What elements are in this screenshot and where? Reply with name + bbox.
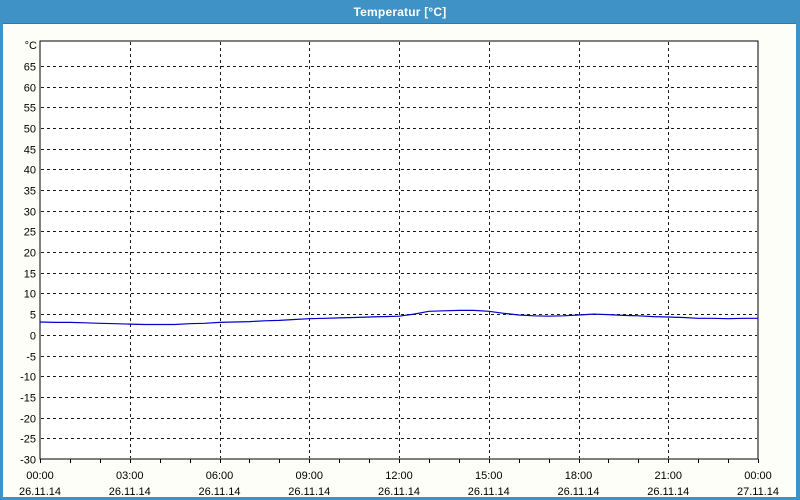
chart-panel: 65 60 55 50 45 40 35 30 25 20 15 10 5 0 -5 -10 -15 -20 -25… (3, 24, 796, 497)
x-axis-date-label: 26.11.14 (468, 486, 510, 497)
x-axis-date-label: 26.11.14 (557, 486, 599, 497)
temperature-chart: 65605550454035302520151050-5-10-15-20-25… (19, 40, 779, 497)
x-axis-time-label: 00:00 (26, 470, 54, 482)
x-axis-time-label: 00:00 (744, 470, 772, 482)
x-axis-time-label: 15:00 (475, 470, 503, 482)
y-axis-tick-label: -5 (26, 352, 36, 364)
y-axis-tick-label: -10 (20, 372, 36, 384)
x-axis-date-label: 26.11.14 (109, 486, 151, 497)
y-axis-unit-label: °C (25, 40, 37, 52)
x-axis-time-label: 06:00 (206, 470, 234, 482)
y-axis-tick-label: 0 (30, 331, 36, 343)
y-axis-tick-label: 40 (24, 165, 36, 177)
x-minor-ticks (40, 459, 759, 463)
x-axis-date-label: 26.11.14 (288, 486, 330, 497)
y-axis-tick-label: 10 (24, 289, 36, 301)
x-axis-date-label: 27.11.14 (737, 486, 779, 497)
y-axis-tick-label: 65 (24, 62, 36, 74)
y-axis-tick-label: 5 (30, 310, 36, 322)
y-axis-tick-label: 15 (24, 269, 36, 281)
x-axis-time-label: 09:00 (295, 470, 323, 482)
y-axis-tick-label: -15 (20, 393, 36, 405)
x-axis-date-label: 26.11.14 (19, 486, 61, 497)
axis-labels: 65605550454035302520151050-5-10-15-20-25… (19, 40, 779, 497)
y-axis-tick-label: 25 (24, 227, 36, 239)
x-axis-time-label: 18:00 (565, 470, 593, 482)
window-titlebar[interactable]: Temperatur [°C] (3, 0, 796, 24)
y-axis-tick-label: 30 (24, 207, 36, 219)
y-axis-tick-label: 35 (24, 186, 36, 198)
y-axis-tick-label: 20 (24, 248, 36, 260)
x-axis-time-label: 12:00 (385, 470, 413, 482)
gridlines (41, 42, 757, 458)
window-title: Temperatur [°C] (353, 4, 447, 19)
y-axis-tick-label: 55 (24, 103, 36, 115)
y-axis-tick-label: 45 (24, 145, 36, 157)
x-axis-date-label: 26.11.14 (198, 486, 240, 497)
x-axis-date-label: 26.11.14 (647, 486, 689, 497)
y-axis-tick-label: -20 (20, 414, 36, 426)
y-axis-tick-label: 50 (24, 124, 36, 136)
x-axis-time-label: 03:00 (116, 470, 144, 482)
series-line-temperatur (39, 309, 758, 326)
x-axis-date-label: 26.11.14 (378, 486, 420, 497)
y-axis-tick-label: 60 (24, 83, 36, 95)
y-axis-tick-label: -30 (20, 455, 36, 467)
x-axis-time-label: 21:00 (654, 470, 682, 482)
y-axis-tick-label: -25 (20, 434, 36, 446)
